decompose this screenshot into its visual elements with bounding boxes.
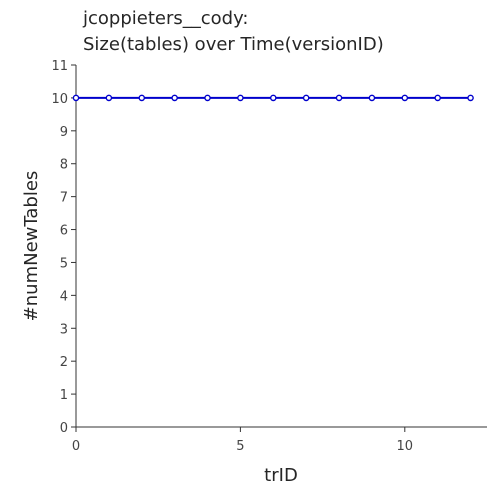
data-point (368, 94, 376, 102)
data-point (204, 94, 211, 102)
data-point (467, 94, 474, 102)
data-point (302, 94, 310, 102)
y-tick-label: 10 (51, 92, 68, 107)
data-point (105, 94, 113, 102)
data-point (269, 94, 277, 102)
y-axis-label: #numNewTables (21, 171, 42, 322)
y-tick-label: 1 (60, 388, 68, 403)
y-tick-label: 5 (60, 256, 68, 271)
x-axis-label: trID (264, 465, 298, 486)
x-tick-label: 5 (236, 439, 244, 454)
data-point (335, 94, 343, 102)
data-point (237, 94, 244, 102)
data-point (401, 94, 409, 102)
y-tick-label: 4 (60, 289, 68, 304)
x-tick-label: 0 (72, 439, 80, 454)
plot-area (75, 65, 487, 428)
y-tick-label: 7 (60, 191, 68, 206)
y-tick-label: 3 (60, 322, 68, 337)
data-point (72, 94, 80, 102)
data-point (171, 94, 178, 102)
y-tick-label: 6 (60, 224, 68, 239)
y-tick-label: 2 (60, 355, 68, 370)
y-tick-label: 11 (51, 59, 68, 74)
data-point (434, 94, 441, 102)
y-tick-label: 9 (60, 125, 68, 140)
chart-title-line-2: Size(tables) over Time(versionID) (83, 34, 384, 55)
series-layer (72, 94, 474, 102)
data-point (138, 94, 146, 102)
chart-title-line-1: jcoppieters__cody: (82, 8, 249, 29)
x-tick-label: 10 (397, 439, 414, 454)
y-tick-label: 8 (60, 158, 68, 173)
y-axis-ticks: 0 1 2 3 4 5 6 7 8 9 10 11 (51, 59, 76, 436)
x-axis-ticks: 0 5 10 (72, 427, 413, 454)
y-tick-label: 0 (60, 421, 68, 436)
